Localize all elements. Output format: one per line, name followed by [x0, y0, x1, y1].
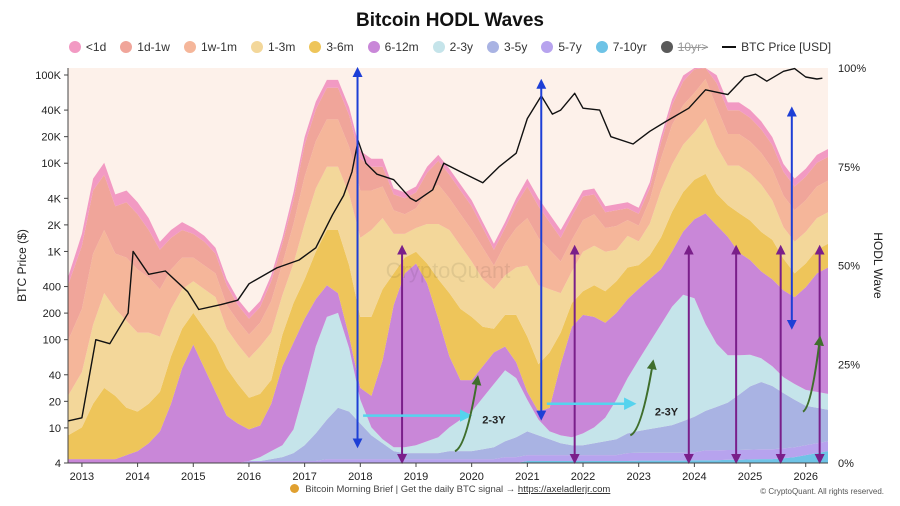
legend-label: 3-6m	[326, 40, 354, 54]
legend-label: BTC Price [USD]	[741, 40, 832, 54]
x-axis-tick-label: 2020	[459, 471, 483, 483]
legend-label: 10yr>	[677, 40, 709, 54]
band-6-12m	[68, 213, 828, 463]
legend-item[interactable]: 1d-1w	[120, 40, 170, 54]
legend-item[interactable]: 7-10yr	[595, 40, 647, 54]
legend-label: <1d	[85, 40, 107, 54]
hodl-bands	[68, 68, 828, 463]
left-axis-tick-label: 200	[43, 308, 61, 320]
x-axis-tick-label: 2018	[348, 471, 372, 483]
footer-text: Bitcoin Morning Brief | Get the daily BT…	[305, 484, 516, 495]
copyright: © CryptoQuant. All rights reserved.	[760, 487, 884, 496]
left-axis-tick-label: 10	[49, 423, 61, 435]
x-axis-tick-label: 2013	[70, 471, 94, 483]
trend-arrow-green	[454, 375, 482, 453]
x-axis-tick-label: 2025	[738, 471, 762, 483]
legend-label: 5-7y	[558, 40, 582, 54]
legend-item[interactable]: 2-3y	[432, 40, 474, 54]
axes: 4 10 20 40 100 200 400 1K 2K 4K 10K 20K 40K 100K 0% 25%…	[15, 63, 885, 483]
left-axis-tick-label: 40K	[41, 105, 61, 117]
legend-label: 1d-1w	[137, 40, 170, 54]
right-axis-tick-label: 75%	[838, 162, 860, 174]
legend-swatch	[68, 41, 81, 53]
watermark: CryptoQuant	[386, 258, 511, 283]
left-axis-tick-label: 4K	[48, 193, 62, 205]
right-axis-tick-label: 0%	[838, 458, 854, 470]
footer-link[interactable]: https://axeladlerjr.com	[517, 484, 611, 495]
left-axis-tick-label: 20K	[41, 132, 61, 144]
band-2-3y	[68, 294, 828, 463]
legend-swatch	[183, 41, 196, 53]
legend: <1d 1d-1w 1w-1m 1-3m 3-6m 6-12m 2-3y 3-5y 5-7y 7-…	[60, 40, 840, 54]
footer: Bitcoin Morning Brief | Get the daily BT…	[0, 484, 900, 495]
left-axis-tick-label: 100K	[35, 70, 61, 82]
left-axis-tick-label: 1K	[48, 246, 62, 258]
right-axis-tick-label: 100%	[838, 63, 866, 75]
left-axis-label: BTC Price ($)	[15, 229, 29, 302]
legend-swatch	[487, 41, 500, 53]
legend-label: 3-5y	[504, 40, 528, 54]
x-axis-tick-label: 2023	[626, 471, 650, 483]
x-axis-tick-label: 2014	[125, 471, 149, 483]
band-3-5y	[68, 382, 828, 463]
x-axis-tick-label: 2024	[682, 471, 706, 483]
left-axis-tick-label: 400	[43, 282, 61, 294]
right-axis-tick-label: 25%	[838, 359, 860, 371]
legend-item[interactable]: 3-5y	[487, 40, 527, 54]
band-1-3m	[68, 118, 828, 436]
legend-swatch	[541, 41, 554, 53]
legend-item[interactable]: 1w-1m	[183, 40, 237, 54]
x-axis-tick-label: 2017	[292, 471, 316, 483]
right-axis-tick-label: 50%	[838, 261, 860, 273]
legend-item[interactable]: 10yr>	[660, 40, 709, 54]
btc-price-line	[67, 67, 823, 422]
footer-coin-icon	[289, 484, 299, 493]
x-axis-tick-label: 2019	[404, 471, 428, 483]
legend-item[interactable]: 1-3m	[250, 40, 296, 54]
legend-swatch	[660, 41, 673, 53]
left-axis-tick-label: 2K	[48, 220, 62, 232]
legend-label: 1-3m	[267, 40, 296, 54]
annotation-arrows	[352, 66, 825, 465]
trend-arrow-green	[802, 335, 824, 413]
legend-swatch	[120, 41, 133, 53]
x-axis-tick-label: 2022	[571, 471, 595, 483]
right-axis-label: HODL Wave	[871, 232, 885, 299]
band-5-7y	[68, 441, 828, 463]
legend-label: 2-3y	[449, 40, 474, 54]
watermark-text: CryptoQuant	[386, 258, 511, 283]
legend-item[interactable]: 5-7y	[541, 40, 582, 54]
legend-swatch	[250, 41, 263, 53]
legend-label: 1w-1m	[200, 40, 237, 54]
annotations: 2-3Y 2-3Y	[482, 407, 678, 427]
legend-line-swatch	[722, 46, 737, 48]
x-axis-tick-label: 2016	[237, 471, 261, 483]
legend-label: 7-10yr	[612, 40, 647, 54]
legend-swatch	[432, 41, 445, 53]
annotation-label: 2-3Y	[482, 415, 506, 427]
x-axis-tick-label: 2026	[793, 471, 817, 483]
legend-swatch	[309, 41, 322, 53]
trend-arrow-green	[629, 359, 657, 437]
legend-item[interactable]: <1d	[68, 40, 107, 54]
left-axis-tick-label: 4	[55, 458, 61, 470]
x-axis-tick-label: 2015	[181, 471, 205, 483]
annotation-label: 2-3Y	[655, 407, 679, 419]
left-axis-tick-label: 20	[49, 396, 61, 408]
left-axis-tick-label: 40	[49, 370, 61, 382]
left-axis-tick-label: 100	[43, 335, 61, 347]
legend-swatch	[595, 41, 608, 53]
price-series	[67, 67, 823, 422]
chart-title: Bitcoin HODL Waves	[356, 10, 544, 31]
band-7-10yr	[68, 451, 828, 463]
x-axis-tick-label: 2021	[515, 471, 539, 483]
legend-item[interactable]: 6-12m	[367, 40, 419, 54]
left-axis-tick-label: 10K	[41, 158, 61, 170]
legend-swatch	[367, 41, 380, 53]
legend-item[interactable]: BTC Price [USD]	[722, 40, 831, 54]
legend-item[interactable]: 3-6m	[309, 40, 354, 54]
band-3-6m	[68, 173, 828, 460]
legend-label: 6-12m	[384, 40, 419, 54]
